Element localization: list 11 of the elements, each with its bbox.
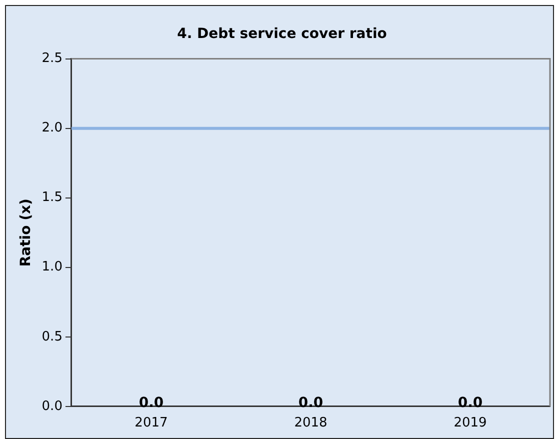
y-axis-title: Ratio (x) — [18, 198, 34, 267]
y-tick-label: 2.0 — [42, 120, 62, 136]
y-tick-label: 1.5 — [42, 190, 62, 206]
chart-title: 4. Debt service cover ratio — [177, 26, 388, 42]
y-tick-label: 1.0 — [42, 260, 62, 275]
y-tick-label: 2.5 — [42, 51, 62, 66]
y-tick-label: 0.5 — [42, 329, 62, 344]
y-tick-label: 0.0 — [42, 398, 62, 414]
x-tick-label: 2019 — [454, 416, 487, 431]
x-tick-label: 2017 — [134, 416, 168, 431]
x-tick-label: 2018 — [294, 416, 328, 431]
